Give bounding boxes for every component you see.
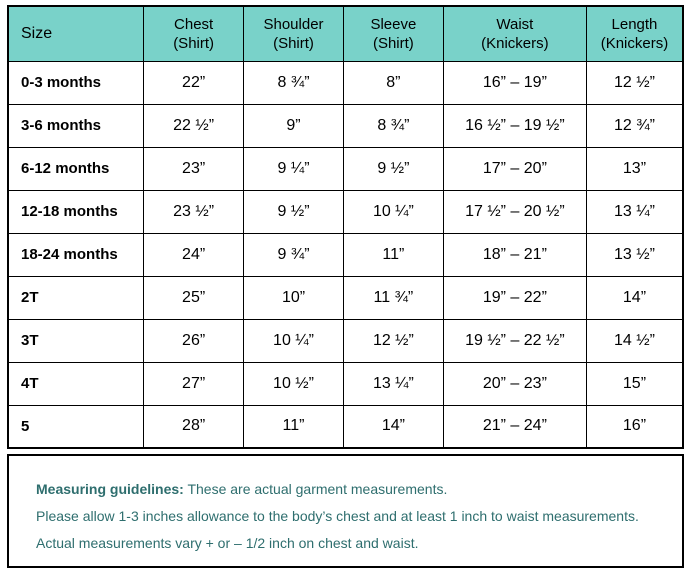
shoulder-cell: 10 ¼” xyxy=(243,318,344,363)
shoulder-cell: 10” xyxy=(243,275,344,320)
header-sleeve-sub: (Shirt) xyxy=(372,34,414,52)
guidelines-line-2: Please allow 1-3 inches allowance to the… xyxy=(36,508,639,524)
sleeve-cell: 10 ¼” xyxy=(342,189,444,234)
size-chart-table: Size Chest (Shirt) Shoulder (Shirt) Slee… xyxy=(7,5,684,449)
chest-cell: 23” xyxy=(143,146,245,191)
guidelines-line-1-text: These are actual garment measurements. xyxy=(183,481,448,497)
header-length-sub: (Knickers) xyxy=(600,34,669,52)
chest-cell: 25” xyxy=(143,275,245,320)
header-shoulder: Shoulder (Shirt) xyxy=(243,5,344,62)
sleeve-cell: 8” xyxy=(342,60,444,105)
table-row: 18-24 months 24” 9 ¾” 11” 18” – 21” 13 ½… xyxy=(7,232,684,277)
shoulder-cell: 9 ¾” xyxy=(243,232,344,277)
size-cell: 0-3 months xyxy=(7,60,145,105)
sleeve-cell: 9 ½” xyxy=(342,146,444,191)
header-sleeve: Sleeve (Shirt) xyxy=(342,5,444,62)
size-cell: 2T xyxy=(7,275,145,320)
guidelines-line-3: Actual measurements vary + or – 1/2 inch… xyxy=(36,535,419,551)
length-cell: 13 ½” xyxy=(585,232,684,277)
length-cell: 16” xyxy=(585,404,684,449)
size-cell: 18-24 months xyxy=(7,232,145,277)
chest-cell: 24” xyxy=(143,232,245,277)
header-length-label: Length xyxy=(611,15,658,33)
length-cell: 13 ¼” xyxy=(585,189,684,234)
header-sleeve-label: Sleeve xyxy=(370,15,417,33)
chest-cell: 26” xyxy=(143,318,245,363)
length-cell: 12 ½” xyxy=(585,60,684,105)
table-row: 5 28” 11” 14” 21” – 24” 16” xyxy=(7,404,684,449)
header-waist: Waist (Knickers) xyxy=(442,5,587,62)
header-shoulder-sub: (Shirt) xyxy=(273,34,314,52)
shoulder-cell: 9” xyxy=(243,103,344,148)
waist-cell: 17 ½” – 20 ½” xyxy=(442,189,587,234)
waist-cell: 20” – 23” xyxy=(442,361,587,406)
chest-cell: 28” xyxy=(143,404,245,449)
header-chest: Chest (Shirt) xyxy=(143,5,245,62)
table-row: 6-12 months 23” 9 ¼” 9 ½” 17” – 20” 13” xyxy=(7,146,684,191)
header-chest-sub: (Shirt) xyxy=(173,34,215,52)
guidelines-line-1: Measuring guidelines: These are actual g… xyxy=(36,476,672,503)
table-row: 2T 25” 10” 11 ¾” 19” – 22” 14” xyxy=(7,275,684,320)
shoulder-cell: 10 ½” xyxy=(243,361,344,406)
size-cell: 4T xyxy=(7,361,145,406)
header-waist-sub: (Knickers) xyxy=(481,34,549,52)
chest-cell: 22 ½” xyxy=(143,103,245,148)
sleeve-cell: 11” xyxy=(342,232,444,277)
waist-cell: 16 ½” – 19 ½” xyxy=(442,103,587,148)
table-row: 0-3 months 22” 8 ¾” 8” 16” – 19” 12 ½” xyxy=(7,60,684,105)
header-waist-label: Waist xyxy=(496,15,534,33)
length-cell: 12 ¾” xyxy=(585,103,684,148)
waist-cell: 21” – 24” xyxy=(442,404,587,449)
header-chest-label: Chest xyxy=(174,15,214,33)
length-cell: 13” xyxy=(585,146,684,191)
length-cell: 14 ½” xyxy=(585,318,684,363)
header-size-label: Size xyxy=(21,25,53,43)
header-shoulder-label: Shoulder xyxy=(263,15,324,33)
waist-cell: 18” – 21” xyxy=(442,232,587,277)
length-cell: 15” xyxy=(585,361,684,406)
waist-cell: 19 ½” – 22 ½” xyxy=(442,318,587,363)
chest-cell: 27” xyxy=(143,361,245,406)
table-row: 3-6 months 22 ½” 9” 8 ¾” 16 ½” – 19 ½” 1… xyxy=(7,103,684,148)
measuring-guidelines-box: Measuring guidelines: These are actual g… xyxy=(7,454,684,568)
shoulder-cell: 9 ¼” xyxy=(243,146,344,191)
header-row: Size Chest (Shirt) Shoulder (Shirt) Slee… xyxy=(7,5,684,62)
table-header: Size Chest (Shirt) Shoulder (Shirt) Slee… xyxy=(7,5,684,62)
size-cell: 3T xyxy=(7,318,145,363)
waist-cell: 17” – 20” xyxy=(442,146,587,191)
size-cell: 5 xyxy=(7,404,145,449)
chest-cell: 22” xyxy=(143,60,245,105)
table-row: 12-18 months 23 ½” 9 ½” 10 ¼” 17 ½” – 20… xyxy=(7,189,684,234)
sleeve-cell: 11 ¾” xyxy=(342,275,444,320)
length-cell: 14” xyxy=(585,275,684,320)
sleeve-cell: 8 ¾” xyxy=(342,103,444,148)
size-cell: 6-12 months xyxy=(7,146,145,191)
shoulder-cell: 8 ¾” xyxy=(243,60,344,105)
header-size: Size xyxy=(7,5,145,62)
sleeve-cell: 13 ¼” xyxy=(342,361,444,406)
table-row: 4T 27” 10 ½” 13 ¼” 20” – 23” 15” xyxy=(7,361,684,406)
guidelines-heading: Measuring guidelines: xyxy=(36,481,184,497)
shoulder-cell: 9 ½” xyxy=(243,189,344,234)
chest-cell: 23 ½” xyxy=(143,189,245,234)
size-cell: 12-18 months xyxy=(7,189,145,234)
waist-cell: 19” – 22” xyxy=(442,275,587,320)
size-cell: 3-6 months xyxy=(7,103,145,148)
sleeve-cell: 14” xyxy=(342,404,444,449)
shoulder-cell: 11” xyxy=(243,404,344,449)
table-body: 0-3 months 22” 8 ¾” 8” 16” – 19” 12 ½” 3… xyxy=(7,60,684,449)
header-length: Length (Knickers) xyxy=(585,5,684,62)
waist-cell: 16” – 19” xyxy=(442,60,587,105)
table-row: 3T 26” 10 ¼” 12 ½” 19 ½” – 22 ½” 14 ½” xyxy=(7,318,684,363)
sleeve-cell: 12 ½” xyxy=(342,318,444,363)
